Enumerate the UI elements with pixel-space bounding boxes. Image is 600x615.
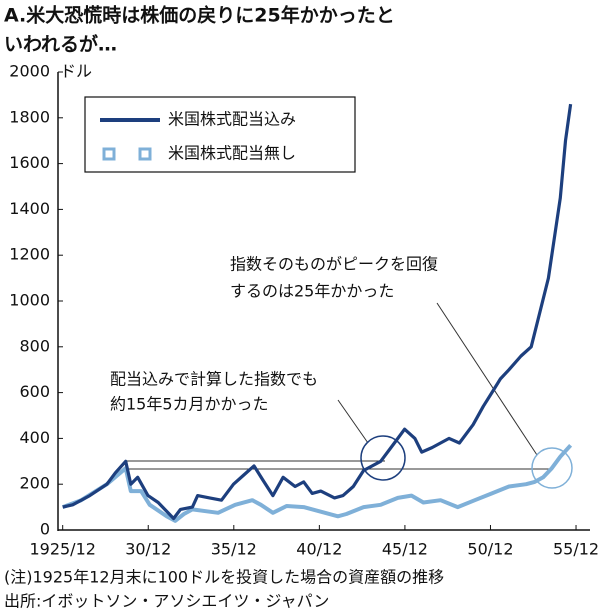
chart-title: いわれるが… [4,33,117,56]
x-tick-label: 1925/12 [29,540,95,559]
annotation: 配当込みで計算した指数でも [110,370,318,389]
y-tick-label: 600 [19,382,50,401]
legend-marker [138,147,152,161]
x-tick-label: 35/12 [211,540,257,559]
series-line [62,443,573,523]
legend-box [84,96,356,173]
highlight-circle [531,447,573,489]
leader-line [436,302,538,456]
footnote: (注)1925年12月末に100ドルを投資した場合の資産額の推移 [4,568,444,587]
x-tick-label: 45/12 [382,540,428,559]
annotation: 約15年5カ月かかった [110,395,269,414]
y-tick-label: 1800 [9,107,50,126]
legend-marker [102,147,116,161]
x-tick-label: 40/12 [296,540,342,559]
chart-title: A.米大恐慌時は株価の戻りに25年かかったと [4,4,395,27]
y-tick-label: 1400 [9,199,50,218]
y-tick-label: 1000 [9,291,50,310]
x-tick-label: 55/12 [553,540,599,559]
x-tick-label: 30/12 [125,540,171,559]
y-tick-label: 400 [19,428,50,447]
annotation: 指数そのものがピークを回復 [230,255,438,274]
annotation: するのは25年かかった [230,282,394,301]
highlight-circle [360,435,406,481]
y-unit: ドル [60,62,92,81]
leader-line [337,399,369,444]
legend-label: 米国株式配当込み [168,110,296,129]
y-tick-label: 1600 [9,153,50,172]
y-tick-label: 200 [19,474,50,493]
y-tick-label: 2000 [9,62,50,81]
y-tick-label: 0 [40,520,50,539]
footnote: 出所:イボットソン・アソシエイツ・ジャパン [4,592,329,611]
y-tick-label: 1200 [9,245,50,264]
x-tick-label: 50/12 [467,540,513,559]
series-line [62,103,573,521]
y-tick-label: 800 [19,336,50,355]
legend-label: 米国株式配当無し [168,144,296,163]
